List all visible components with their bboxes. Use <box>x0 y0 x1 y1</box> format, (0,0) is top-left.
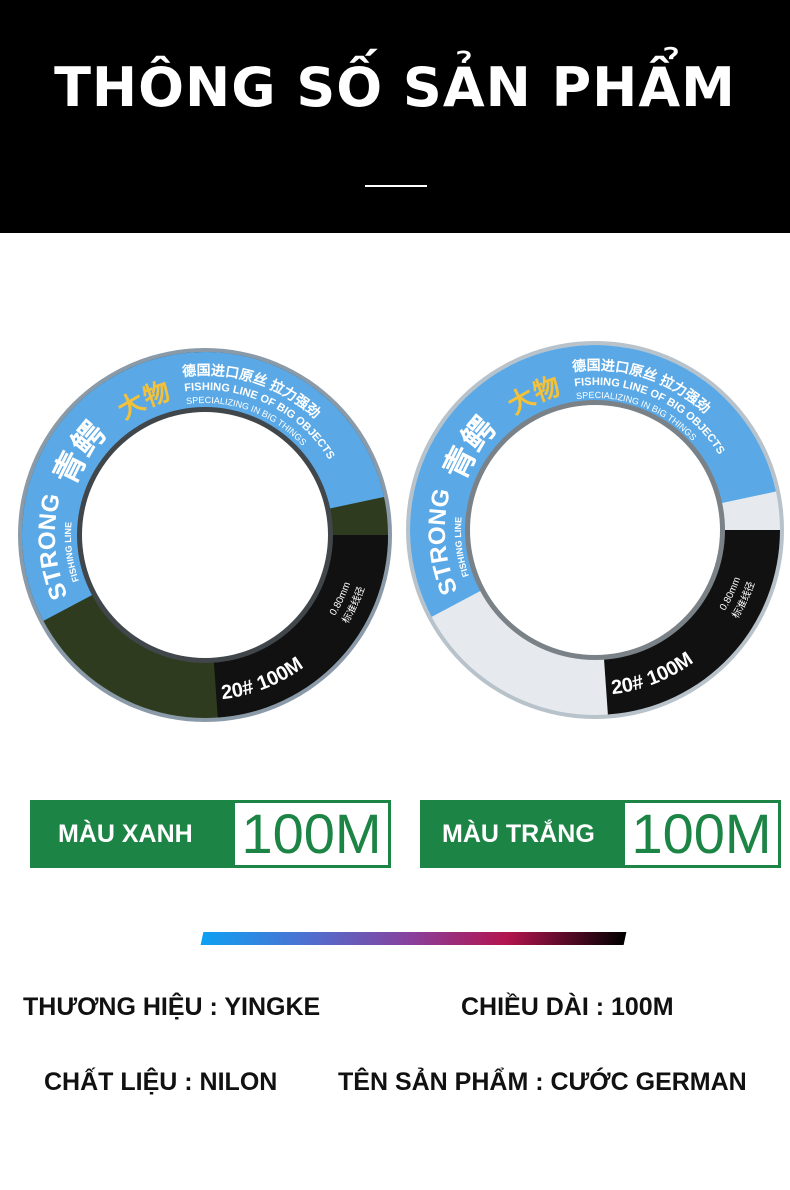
spec-length: CHIỀU DÀI : 100M <box>461 993 674 1021</box>
spec-product-name: TÊN SẢN PHẨM : CƯỚC GERMAN <box>338 1068 747 1096</box>
variant-name: MÀU TRẮNG <box>442 820 595 848</box>
page-title: THÔNG SỐ SẢN PHẨM <box>54 56 736 119</box>
green-spool-image: 德国进口原丝 拉力强劲 FISHING LINE OF BIG OBJECTS … <box>18 348 392 722</box>
title-divider <box>365 185 427 187</box>
gradient-divider <box>200 932 627 945</box>
spec-material: CHẤT LIỆU : NILON <box>44 1068 278 1096</box>
variant-label-green: MÀU XANH 100M <box>30 800 391 868</box>
variant-name: MÀU XANH <box>58 820 193 848</box>
variant-length: 100M <box>625 803 778 865</box>
white-spool-image: 德国进口原丝 拉力强劲 FISHING LINE OF BIG OBJECTS … <box>406 341 784 719</box>
header-banner: THÔNG SỐ SẢN PHẨM <box>0 0 790 233</box>
variant-label-white: MÀU TRẮNG 100M <box>420 800 781 868</box>
variant-length: 100M <box>235 803 388 865</box>
spec-brand: THƯƠNG HIỆU : YINGKE <box>23 993 321 1021</box>
